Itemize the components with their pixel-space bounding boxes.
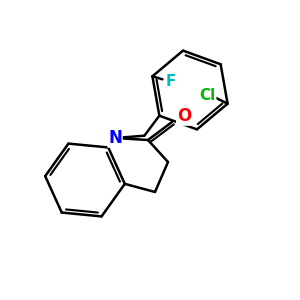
Text: Cl: Cl	[200, 88, 216, 103]
Text: F: F	[165, 74, 176, 89]
Text: O: O	[177, 107, 191, 125]
Text: N: N	[108, 129, 122, 147]
